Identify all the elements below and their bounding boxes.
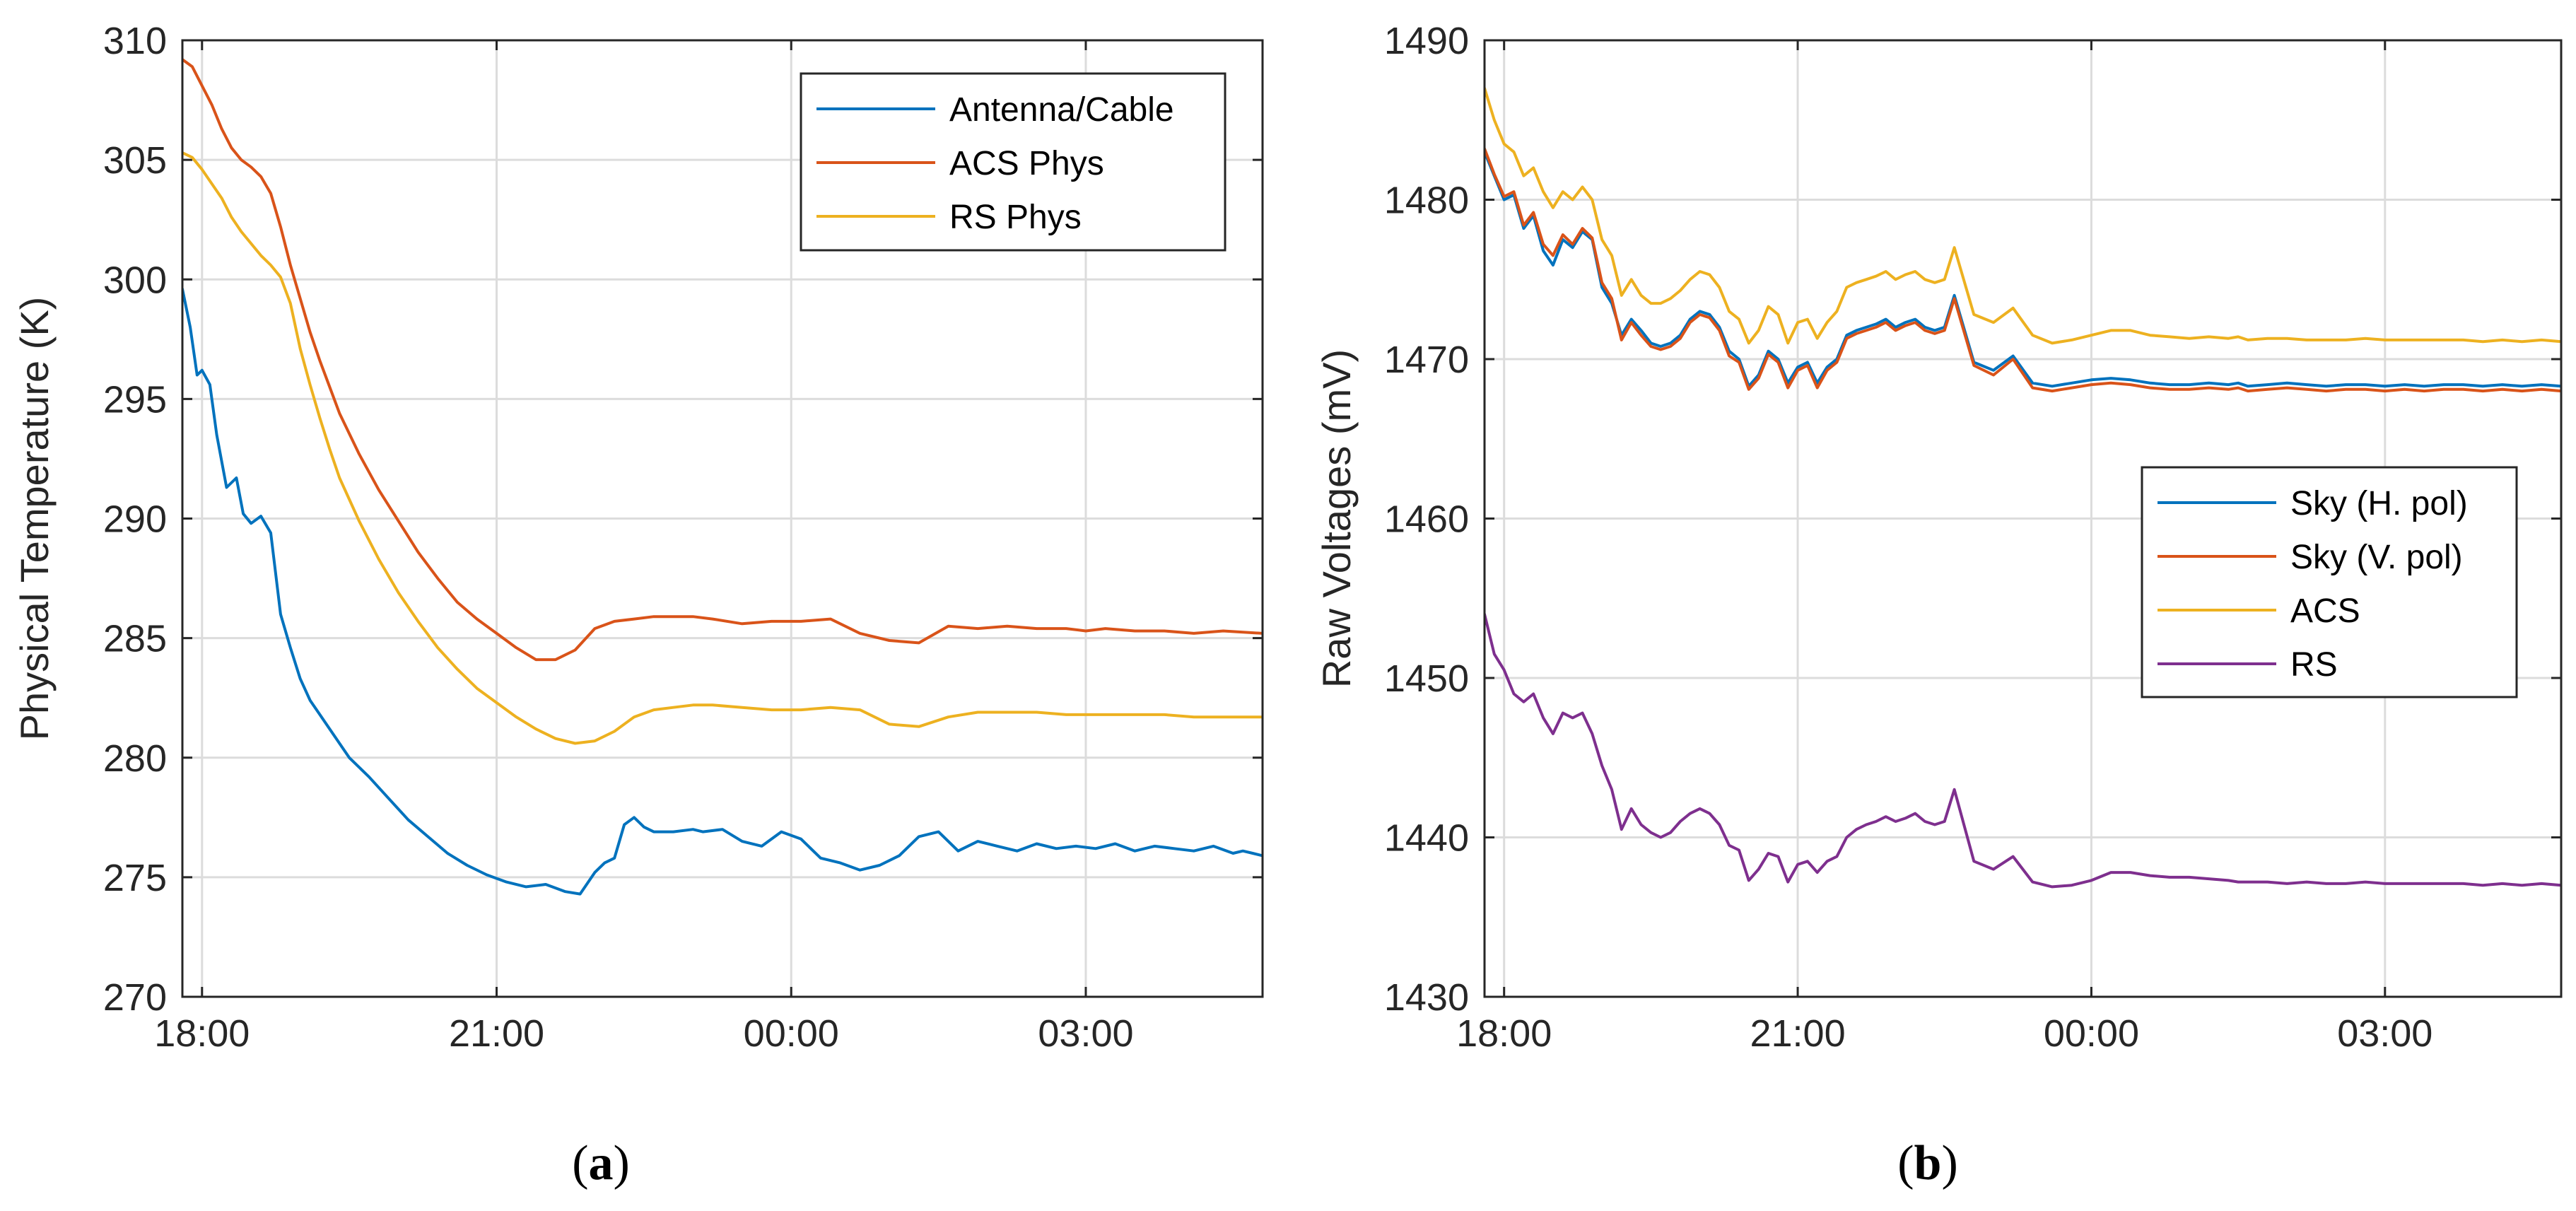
y-tick-label: 275 [103, 857, 167, 899]
y-tick-label: 285 [103, 618, 167, 660]
series-line-acs-phys [182, 58, 1263, 662]
y-tick-label: 1460 [1384, 498, 1469, 541]
y-tick-label: 310 [103, 20, 167, 62]
legend-label-antenna-cable: Antenna/Cable [949, 91, 1174, 129]
y-tick-label: 300 [103, 259, 167, 301]
chart-panel-b: 1430 1440 1450 1460 1470 1480 1490 18:00 21:00 00… [1314, 20, 2563, 1190]
y-tick-label: 1430 [1384, 976, 1469, 1019]
caption-letter: b [1914, 1136, 1942, 1190]
series-line-rs-phys [182, 151, 1263, 745]
caption-open-paren: ( [572, 1136, 588, 1190]
axes-box [181, 39, 1264, 998]
legend-label-acs-phys: ACS Phys [949, 145, 1104, 182]
axes-box [1483, 39, 2563, 998]
panel-caption: (a) [572, 1136, 630, 1190]
x-tick-label: 21:00 [1750, 1012, 1845, 1055]
legend-label-sky-v-pol: Sky (V. pol) [2290, 539, 2463, 576]
chart-panel-a: 270 275 280 285 290 295 300 305 310 18:00 21:00 00:… [12, 20, 1264, 1190]
x-tick-label: 00:00 [744, 1012, 839, 1055]
y-tick-label: 270 [103, 976, 167, 1019]
x-tick-label: 18:00 [1456, 1012, 1552, 1055]
legend-label-rs: RS [2290, 646, 2338, 684]
x-tick-label: 21:00 [449, 1012, 544, 1055]
y-tick-label: 1470 [1384, 339, 1469, 381]
legend-label-sky-h-pol: Sky (H. pol) [2290, 485, 2468, 522]
series-line-antenna-cable [182, 287, 1263, 896]
x-tick-label: 03:00 [2337, 1012, 2432, 1055]
series-line-sky-v-pol [1485, 147, 2561, 393]
caption-letter: a [589, 1136, 614, 1190]
y-tick-label: 295 [103, 378, 167, 421]
legend-box [2141, 466, 2518, 698]
x-tick-label: 18:00 [154, 1012, 250, 1055]
caption-close-paren: ) [614, 1136, 630, 1190]
y-tick-label: 1480 [1384, 180, 1469, 222]
panel-caption: (b) [1897, 1136, 1958, 1190]
y-tick-label: 1450 [1384, 657, 1469, 700]
y-axis-title: Physical Temperature (K) [12, 297, 57, 741]
y-tick-label: 280 [103, 737, 167, 780]
series-line-rs [1485, 612, 2561, 889]
x-tick-label: 00:00 [2044, 1012, 2139, 1055]
y-tick-label: 1490 [1384, 20, 1469, 62]
y-tick-label: 305 [103, 139, 167, 182]
legend: Antenna/Cable ACS Phys RS Phys [800, 72, 1226, 252]
legend-label-rs-phys: RS Phys [949, 199, 1082, 236]
legend: Sky (H. pol) Sky (V. pol) ACS RS [2141, 466, 2518, 698]
caption-open-paren: ( [1897, 1136, 1914, 1190]
y-tick-label: 1440 [1384, 817, 1469, 860]
caption-close-paren: ) [1941, 1136, 1957, 1190]
y-axis-title: Raw Voltages (mV) [1314, 349, 1359, 688]
legend-label-acs: ACS [2290, 592, 2360, 630]
x-tick-label: 03:00 [1038, 1012, 1133, 1055]
series-line-acs [1485, 86, 2561, 345]
y-tick-label: 290 [103, 498, 167, 541]
